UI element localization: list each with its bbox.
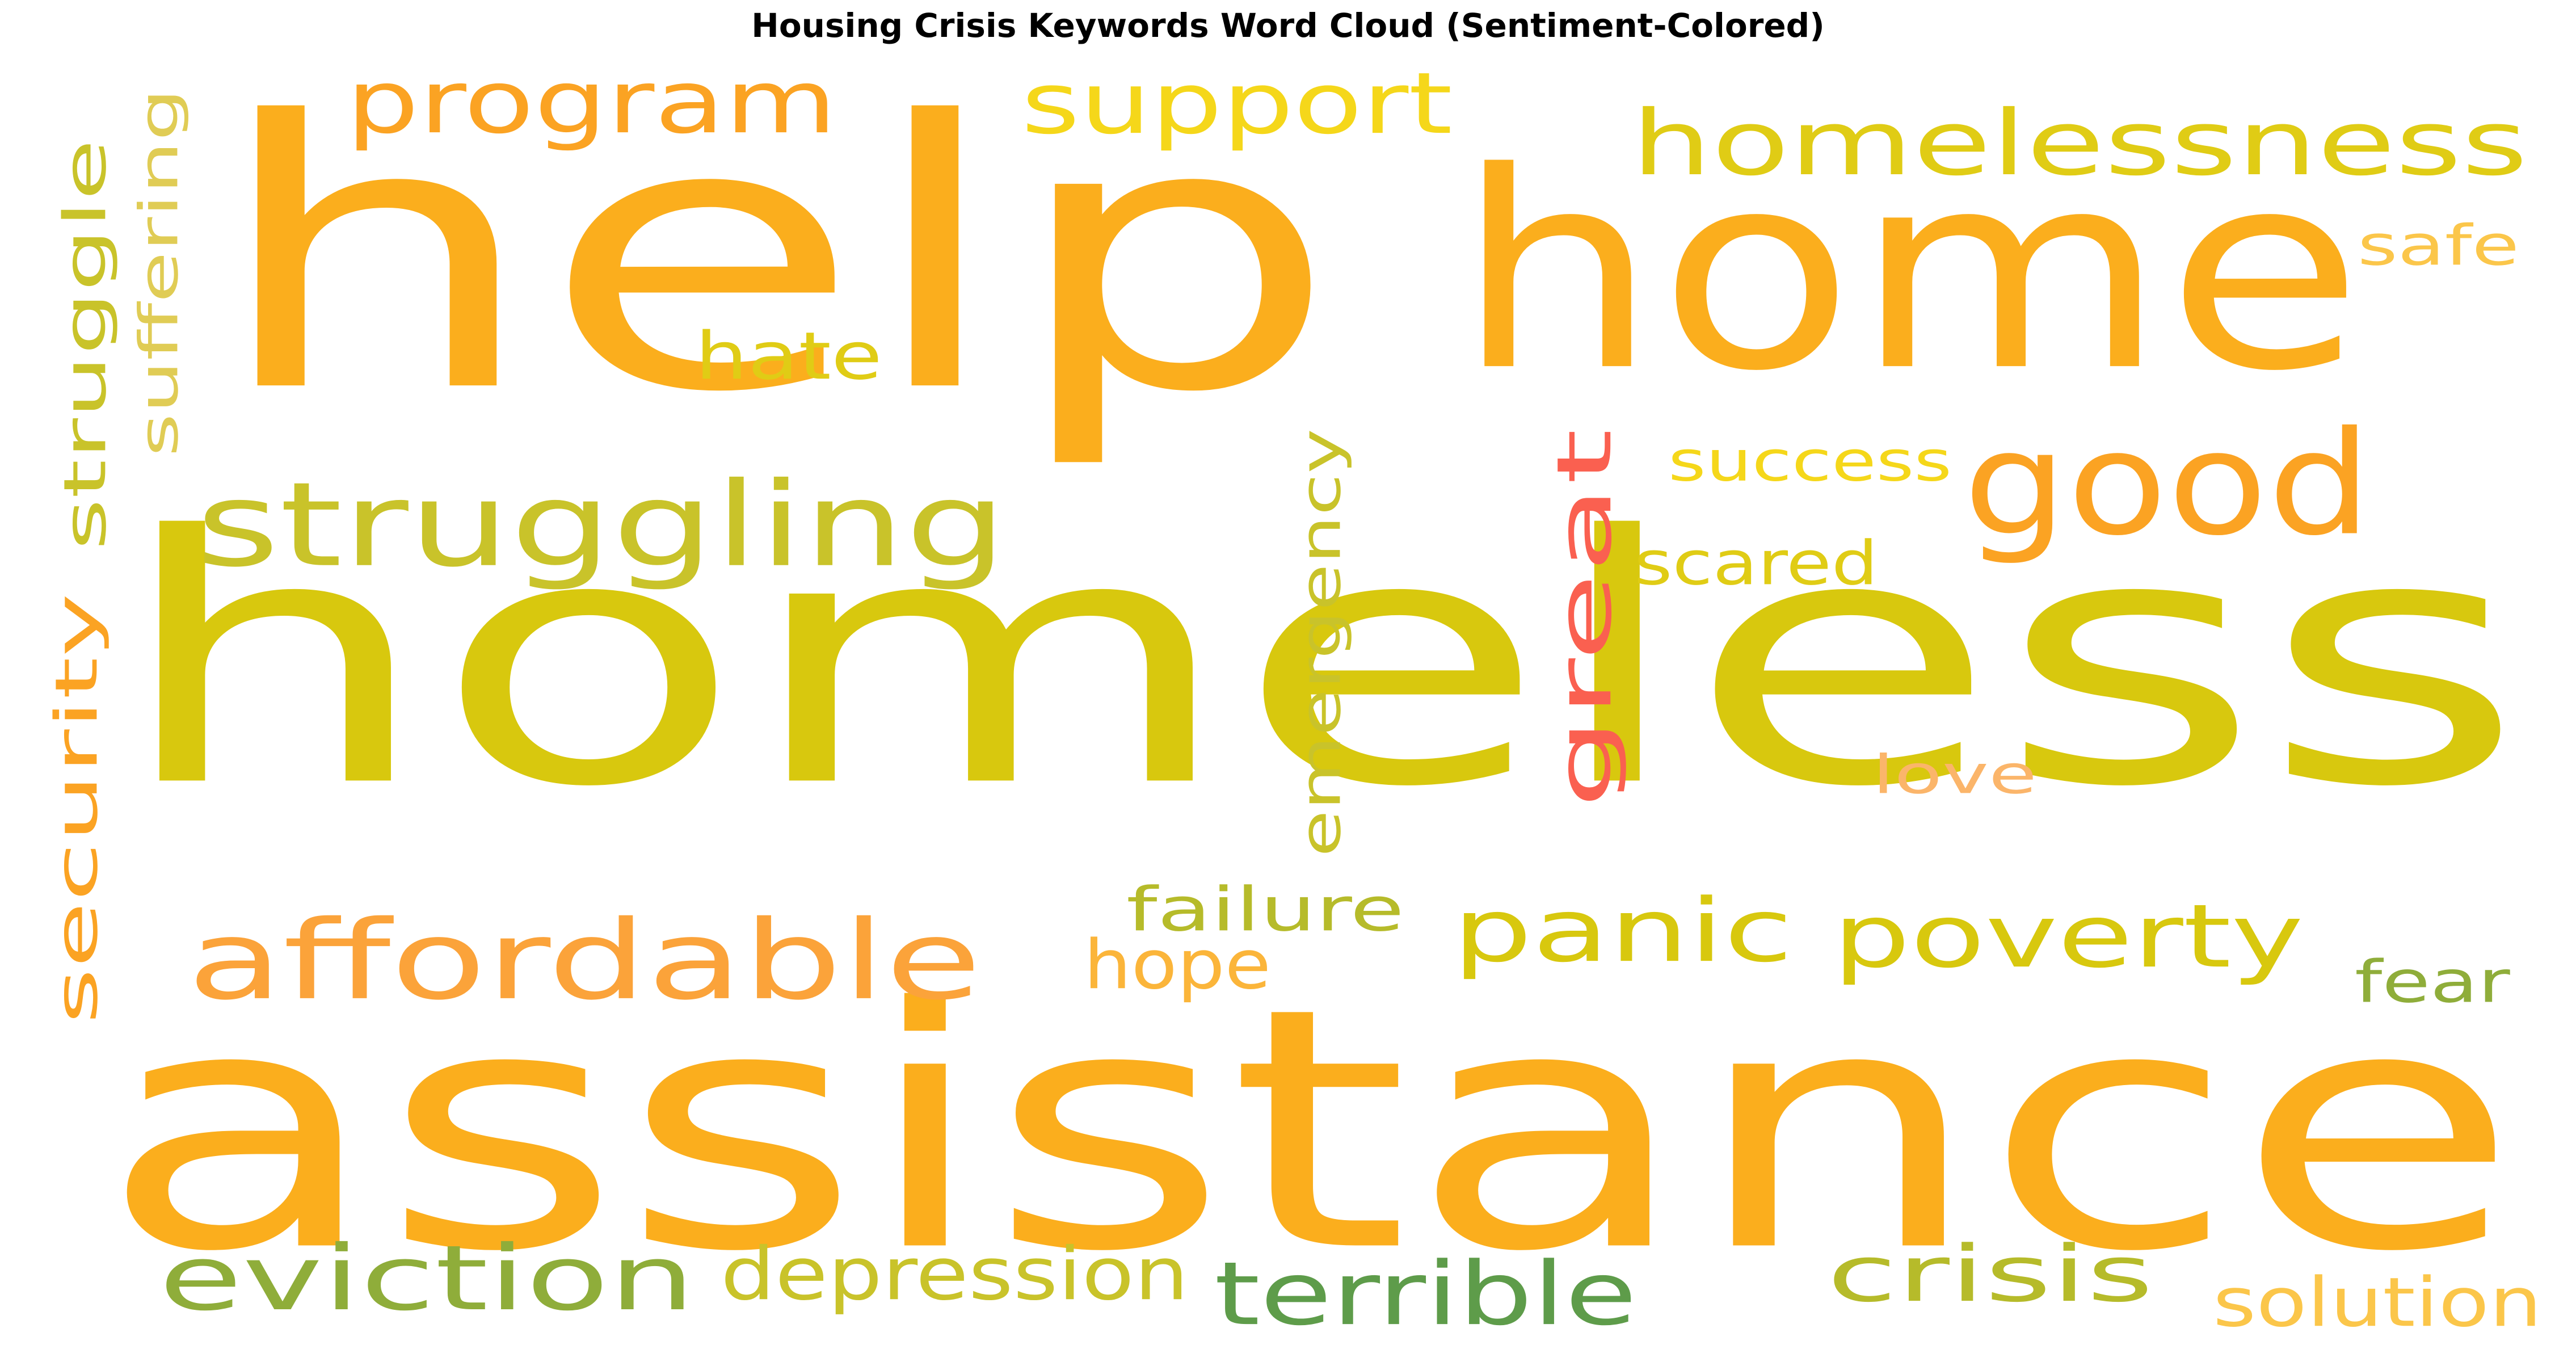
word-poverty: poverty — [1833, 886, 2304, 987]
word-solution: solution — [2213, 1263, 2542, 1342]
word-hope: hope — [1084, 925, 1271, 1004]
word-eviction: eviction — [159, 1226, 695, 1330]
word-help: help — [210, 44, 1339, 473]
word-support: support — [1021, 54, 1453, 153]
word-terrible: terrible — [1214, 1243, 1637, 1344]
word-success: success — [1668, 428, 1952, 494]
word-assistance: assistance — [99, 937, 2519, 1324]
word-security: security — [43, 593, 111, 1024]
word-affordable: affordable — [187, 898, 982, 1024]
chart-title: Housing Crisis Keywords Word Cloud (Sent… — [751, 6, 1825, 45]
word-emergency: emergency — [1288, 428, 1353, 857]
word-home: home — [1455, 114, 2363, 430]
word-crisis: crisis — [1827, 1229, 2153, 1319]
word-hate: hate — [695, 318, 882, 394]
word-great: great — [1540, 428, 1628, 809]
word-scared: scared — [1634, 528, 1878, 598]
word-safe: safe — [2358, 213, 2519, 278]
word-suffering: suffering — [128, 88, 191, 457]
word-homelessness: homelessness — [1631, 91, 2528, 195]
word-depression: depression — [721, 1232, 1189, 1317]
word-struggling: struggling — [196, 458, 1007, 593]
word-good: good — [1963, 400, 2372, 567]
word-love: love — [1872, 743, 2037, 806]
word-fear: fear — [2355, 948, 2510, 1016]
word-program: program — [346, 52, 837, 153]
word-homeless: homeless — [113, 464, 2525, 861]
word-struggle: struggle — [51, 139, 119, 550]
word-panic: panic — [1453, 880, 1793, 981]
word-failure: failure — [1126, 875, 1404, 945]
